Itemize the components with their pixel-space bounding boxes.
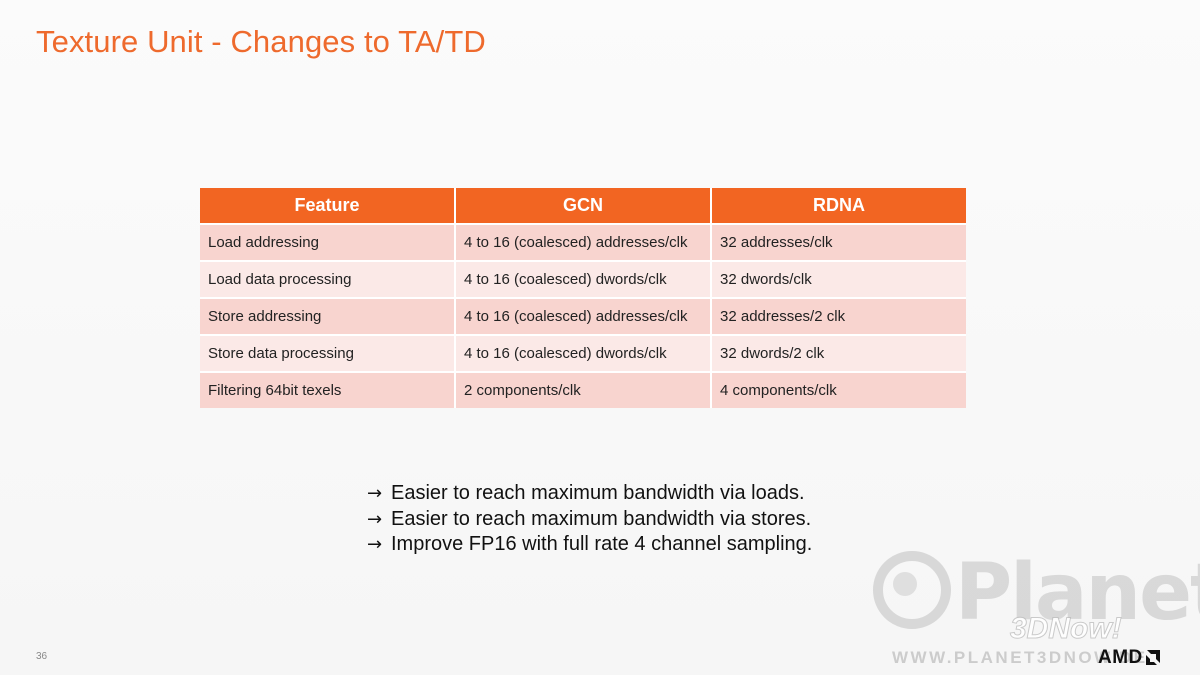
planet-logo-icon (873, 551, 951, 629)
column-header-rdna: RDNA (711, 188, 966, 224)
rdna-cell: 32 dwords/2 clk (711, 334, 966, 372)
table-row: Filtering 64bit texels 2 components/clk … (200, 371, 966, 408)
watermark-planet: Planet (955, 548, 1200, 638)
amd-arrow-icon (1145, 650, 1160, 665)
rdna-cell: 32 dwords/clk (711, 260, 966, 298)
rdna-cell: 32 addresses/clk (711, 223, 966, 261)
bullet-item: → Easier to reach maximum bandwidth via s… (367, 507, 812, 533)
gcn-cell: 4 to 16 (coalesced) addresses/clk (455, 223, 712, 261)
gcn-cell: 4 to 16 (coalesced) addresses/clk (455, 297, 712, 335)
bullet-list: → Easier to reach maximum bandwidth via l… (367, 481, 812, 558)
arrow-right-icon: → (367, 508, 383, 530)
bullet-text: Improve FP16 with full rate 4 channel sa… (391, 533, 813, 555)
table-row: Load addressing 4 to 16 (coalesced) addr… (200, 223, 966, 261)
table-row: Store data processing 4 to 16 (coalesced… (200, 334, 966, 372)
arrow-right-icon: → (367, 483, 383, 504)
gcn-cell: 4 to 16 (coalesced) dwords/clk (455, 334, 712, 372)
column-header-feature: Feature (200, 188, 456, 224)
rdna-cell: 4 components/clk (711, 371, 966, 408)
arrow-right-icon: → (367, 534, 383, 555)
gcn-cell: 2 components/clk (455, 371, 712, 408)
slide-title: Texture Unit - Changes to TA/TD (36, 24, 486, 59)
column-header-gcn: GCN (455, 188, 712, 224)
bullet-item: → Easier to reach maximum bandwidth via l… (367, 481, 812, 507)
feature-cell: Store addressing (200, 297, 456, 335)
watermark-3dnow: 3DNow! (1010, 612, 1123, 646)
feature-table: Feature GCN RDNA Load addressing 4 to 16… (200, 188, 966, 408)
gcn-cell: 4 to 16 (coalesced) dwords/clk (455, 260, 712, 298)
bullet-text: Easier to reach maximum bandwidth via lo… (391, 482, 805, 504)
page-number: 36 (36, 651, 48, 662)
watermark-url: WWW.PLANET3DNOW.DE (892, 648, 1148, 667)
table-row: Store addressing 4 to 16 (coalesced) add… (200, 297, 966, 335)
feature-cell: Store data processing (200, 334, 456, 372)
feature-cell: Load addressing (200, 223, 456, 261)
rdna-cell: 32 addresses/2 clk (711, 297, 966, 335)
bullet-text: Easier to reach maximum bandwidth via st… (391, 507, 812, 530)
feature-cell: Load data processing (200, 260, 456, 298)
table-header-row: Feature GCN RDNA (200, 188, 966, 224)
table-row: Load data processing 4 to 16 (coalesced)… (200, 260, 966, 298)
bullet-item: → Improve FP16 with full rate 4 channel s… (367, 532, 812, 558)
feature-cell: Filtering 64bit texels (200, 371, 456, 408)
amd-logo: AMD (1098, 647, 1161, 669)
amd-logo-text: AMD (1098, 647, 1143, 668)
